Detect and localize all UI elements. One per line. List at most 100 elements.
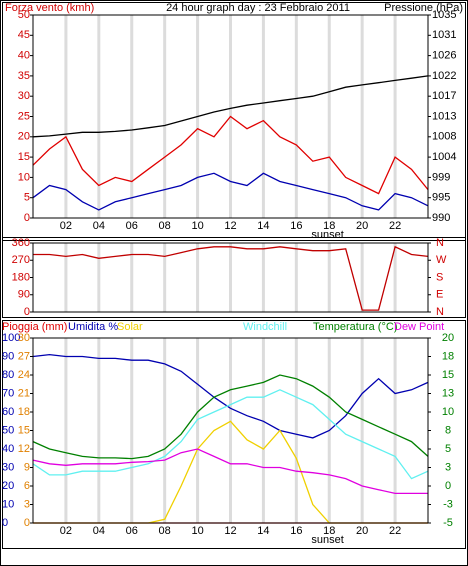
y-tick-label: 30 xyxy=(2,461,14,473)
y2-tick-label: 1004 xyxy=(432,151,456,163)
y2-tick-label: 18 xyxy=(442,350,454,362)
x-tick-label: 18 xyxy=(323,525,335,537)
panel-frame xyxy=(2,320,466,549)
x-tick-label: 08 xyxy=(159,220,171,232)
y-tick-label: 50 xyxy=(18,9,30,21)
panel-frame xyxy=(2,237,466,318)
plot-frame xyxy=(32,14,429,219)
x-tick-label: 06 xyxy=(126,220,138,232)
y2-tick-label: W xyxy=(436,254,447,266)
y-tick-label: 10 xyxy=(18,171,30,183)
y-tick-label: 20 xyxy=(18,131,30,143)
legend-label: Solar xyxy=(117,321,143,333)
y3-tick-label: 21 xyxy=(18,387,30,399)
series-line xyxy=(32,115,429,195)
y3-tick-label: 6 xyxy=(24,480,30,492)
y3-tick-label: 9 xyxy=(24,461,30,473)
x-tick-label: 22 xyxy=(389,220,401,232)
y-axis-label: Forza vento (kmh) xyxy=(5,2,94,14)
y2-tick-label: -3 xyxy=(443,498,453,510)
y2-axis-label: Pressione (hPa) xyxy=(384,2,463,14)
y3-tick-label: 24 xyxy=(18,369,30,381)
x-tick-label: 22 xyxy=(389,525,401,537)
annotation: sunset xyxy=(311,534,343,546)
y-tick-label: 0 xyxy=(2,517,8,529)
y2-tick-label: 1026 xyxy=(432,50,456,62)
y2-tick-label: N xyxy=(436,237,444,249)
chart-title: 24 hour graph day : 23 Febbraio 2011 xyxy=(166,2,350,14)
y-tick-label: 360 xyxy=(12,237,30,249)
y-tick-label: 0 xyxy=(24,212,30,224)
panel-frame xyxy=(2,2,466,241)
series-line xyxy=(32,172,429,211)
y-tick-label: 70 xyxy=(2,387,14,399)
y2-tick-label: -5 xyxy=(443,517,453,529)
y2-tick-label: 995 xyxy=(432,192,450,204)
y2-tick-label: S xyxy=(436,271,443,283)
x-tick-label: 14 xyxy=(257,220,269,232)
y3-tick-label: 15 xyxy=(18,424,30,436)
x-tick-label: 16 xyxy=(290,525,302,537)
y-tick-label: 50 xyxy=(2,424,14,436)
x-tick-label: 20 xyxy=(356,525,368,537)
x-tick-label: 18 xyxy=(323,220,335,232)
legend-label: Temperatura (°C) xyxy=(313,321,397,333)
y-tick-label: 5 xyxy=(24,192,30,204)
y3-tick-label: 30 xyxy=(18,332,30,344)
y3-tick-label: 18 xyxy=(18,406,30,418)
y3-tick-label: 0 xyxy=(24,517,30,529)
y-tick-label: 40 xyxy=(18,50,30,62)
y2-tick-label: 0 xyxy=(445,480,451,492)
y2-tick-label: 1013 xyxy=(432,110,456,122)
y2-tick-label: N xyxy=(436,306,444,318)
y2-tick-label: 1031 xyxy=(432,29,456,41)
y2-tick-label: 8 xyxy=(445,424,451,436)
y2-tick-label: 20 xyxy=(442,332,454,344)
series-line xyxy=(32,353,429,439)
x-tick-label: 20 xyxy=(356,220,368,232)
y2-tick-label: 990 xyxy=(432,212,450,224)
series-line xyxy=(33,245,429,311)
y-tick-label: 45 xyxy=(18,29,30,41)
annotation: sunset xyxy=(311,229,343,241)
legend-label: Dew Point xyxy=(394,321,444,333)
y2-tick-label: 13 xyxy=(442,387,454,399)
x-tick-label: 10 xyxy=(191,220,203,232)
series-line xyxy=(32,389,429,480)
x-tick-label: 04 xyxy=(93,525,105,537)
y3-tick-label: 27 xyxy=(18,350,30,362)
y2-tick-label: 1035 xyxy=(432,9,456,21)
legend-label: Windchill xyxy=(243,321,287,333)
series-line xyxy=(32,374,429,460)
y-tick-label: 0 xyxy=(24,306,30,318)
y-tick-label: 15 xyxy=(18,151,30,163)
y-tick-label: 30 xyxy=(18,90,30,102)
y2-tick-label: 1022 xyxy=(432,70,456,82)
y2-tick-label: 999 xyxy=(432,171,450,183)
y-tick-label: 80 xyxy=(2,369,14,381)
y-tick-label: 100 xyxy=(2,332,20,344)
x-tick-label: 06 xyxy=(126,525,138,537)
x-tick-label: 12 xyxy=(224,220,236,232)
y-tick-label: 90 xyxy=(2,350,14,362)
y-tick-label: 20 xyxy=(2,480,14,492)
plot-frame xyxy=(32,242,429,313)
y3-tick-label: 12 xyxy=(18,443,30,455)
x-tick-label: 08 xyxy=(159,525,171,537)
y2-tick-label: 1008 xyxy=(432,131,456,143)
y2-tick-label: 1017 xyxy=(432,90,456,102)
y-tick-label: 40 xyxy=(2,443,14,455)
y2-tick-label: 15 xyxy=(442,369,454,381)
y2-tick-label: E xyxy=(436,289,443,301)
x-tick-label: 02 xyxy=(60,525,72,537)
x-tick-label: 02 xyxy=(60,220,72,232)
x-tick-label: 10 xyxy=(191,525,203,537)
legend-label: Pioggia (mm) xyxy=(2,321,67,333)
y-tick-label: 35 xyxy=(18,70,30,82)
x-tick-label: 12 xyxy=(224,525,236,537)
x-tick-label: 16 xyxy=(290,220,302,232)
y-tick-label: 25 xyxy=(18,110,30,122)
y2-tick-label: 10 xyxy=(442,406,454,418)
